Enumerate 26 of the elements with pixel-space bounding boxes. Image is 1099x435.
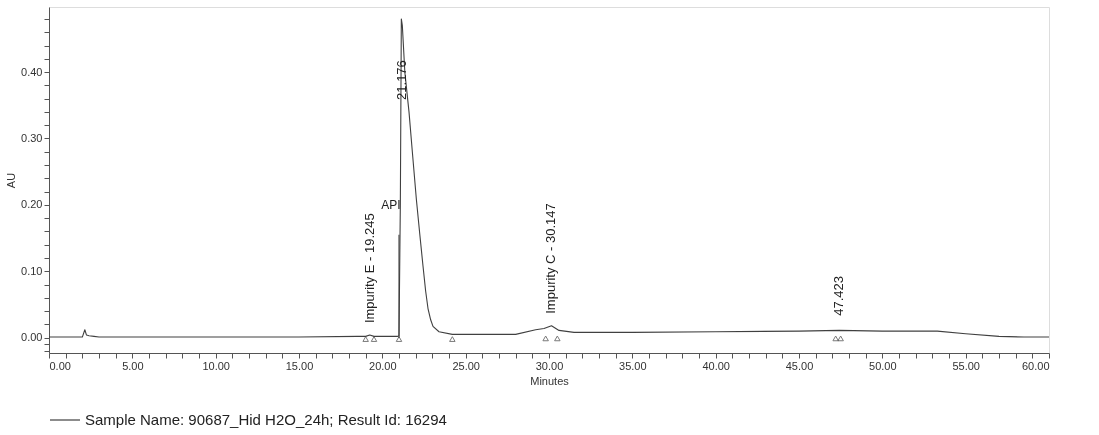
x-axis-title: Minutes — [530, 374, 570, 387]
annotation: Impurity E - 19.245 — [361, 213, 377, 324]
y-tick-label: 0.20 — [21, 198, 43, 211]
annotation: API — [381, 197, 401, 212]
legend-label: Sample Name: 90687_Hid H2O_24h; Result Id: 16294 — [85, 411, 447, 428]
annotation: Impurity C - 30.147 — [543, 203, 559, 314]
x-tick-label: 45.00 — [785, 359, 814, 372]
x-tick-label: 10.00 — [202, 359, 230, 372]
y-tick-label: 0.00 — [21, 331, 43, 344]
y-axis-title: AU — [5, 172, 18, 189]
y-tick-label: 0.10 — [21, 264, 43, 277]
x-tick-label: 25.00 — [452, 359, 480, 372]
x-tick-label: 50.00 — [869, 359, 897, 372]
x-tick-label: 30.00 — [535, 359, 564, 372]
x-tick-label: 5.00 — [122, 359, 144, 372]
x-tick-label: 35.00 — [619, 359, 647, 372]
x-tick-label: 20.00 — [369, 359, 397, 372]
annotation: 47.423 — [831, 276, 847, 316]
y-tick-label: 0.30 — [21, 131, 43, 144]
x-tick-label: 15.00 — [285, 359, 314, 372]
x-tick-label: 60.00 — [1021, 359, 1050, 372]
y-tick-label: 0.40 — [21, 65, 43, 78]
x-tick-label: 40.00 — [702, 359, 730, 372]
x-tick-label: 0.00 — [49, 359, 71, 372]
annotation: 21.176 — [393, 60, 409, 100]
x-tick-label: 55.00 — [952, 359, 980, 372]
